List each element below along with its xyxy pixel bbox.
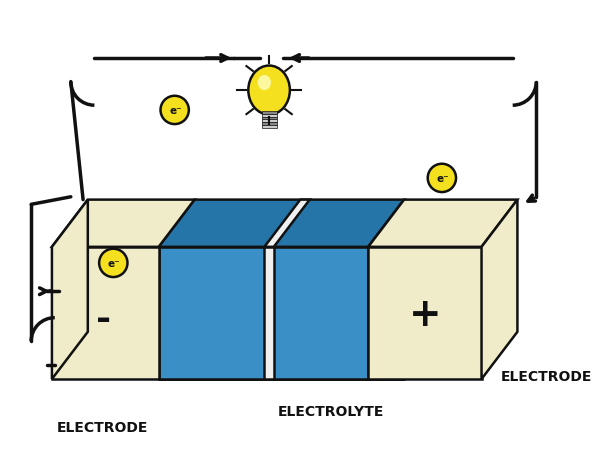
Bar (262, 111, 277, 114)
Polygon shape (159, 200, 404, 247)
Bar (262, 117, 277, 119)
Bar (262, 122, 277, 125)
Polygon shape (159, 247, 368, 379)
Text: ELECTRODE: ELECTRODE (56, 420, 148, 434)
Text: ELECTROLYTE: ELECTROLYTE (277, 405, 384, 419)
Polygon shape (52, 200, 195, 247)
Text: e⁻: e⁻ (169, 106, 182, 116)
Text: e⁻: e⁻ (108, 259, 121, 269)
Text: ELECTRODE: ELECTRODE (500, 370, 592, 384)
Text: e⁻: e⁻ (437, 174, 449, 184)
Circle shape (428, 164, 456, 192)
Text: -: - (96, 302, 112, 336)
Bar (262, 119, 277, 122)
Polygon shape (368, 200, 517, 247)
Circle shape (99, 249, 127, 277)
Polygon shape (368, 247, 482, 379)
Polygon shape (264, 200, 310, 247)
Polygon shape (52, 247, 159, 379)
Polygon shape (264, 247, 274, 379)
Bar (262, 125, 277, 128)
Ellipse shape (257, 75, 271, 90)
Polygon shape (368, 200, 404, 379)
Text: +: + (409, 296, 441, 334)
Circle shape (160, 96, 189, 124)
Polygon shape (195, 200, 404, 379)
Ellipse shape (248, 65, 290, 115)
Polygon shape (52, 200, 88, 379)
Polygon shape (482, 200, 517, 379)
Bar (262, 114, 277, 117)
